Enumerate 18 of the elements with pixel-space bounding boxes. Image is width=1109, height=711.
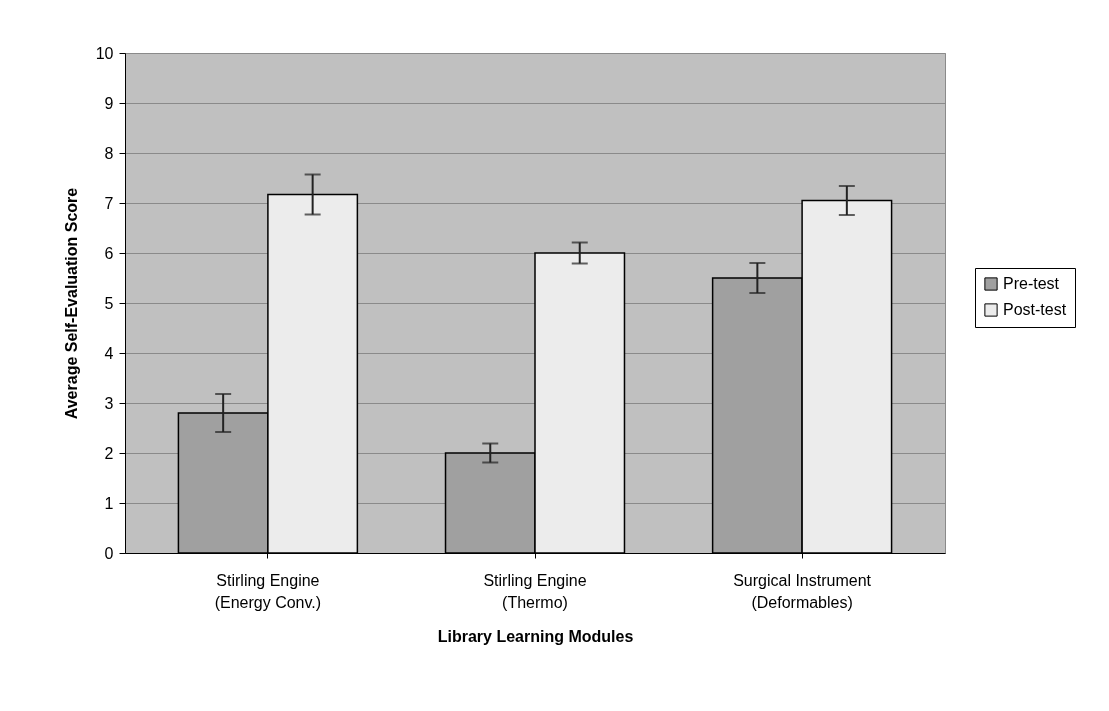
y-tick-label: 5 <box>104 294 114 312</box>
y-tick-label: 4 <box>104 344 114 362</box>
x-tick-label: Stirling Engine (Thermo) <box>483 571 587 611</box>
y-axis-title: Average Self-Evaluation Score <box>62 187 80 420</box>
y-tick-label: 6 <box>104 244 114 262</box>
x-tick-label: Surgical Instrument (Deformables) <box>733 571 872 611</box>
y-tick-label: 0 <box>104 544 114 562</box>
x-axis-title: Library Learning Modules <box>437 627 634 645</box>
y-tick-label: 3 <box>104 394 114 412</box>
y-tick-label: 9 <box>104 94 114 112</box>
y-tick-label: 1 <box>104 494 114 512</box>
legend-label: Pre-test <box>1003 275 1060 292</box>
y-tick-label: 7 <box>104 194 114 212</box>
legend-label: Post-test <box>1003 301 1067 318</box>
y-tick-label: 8 <box>104 144 114 162</box>
y-tick-label: 2 <box>104 444 114 462</box>
x-tick-label: Stirling Engine (Energy Conv.) <box>214 571 322 611</box>
y-tick-label: 10 <box>95 44 114 62</box>
